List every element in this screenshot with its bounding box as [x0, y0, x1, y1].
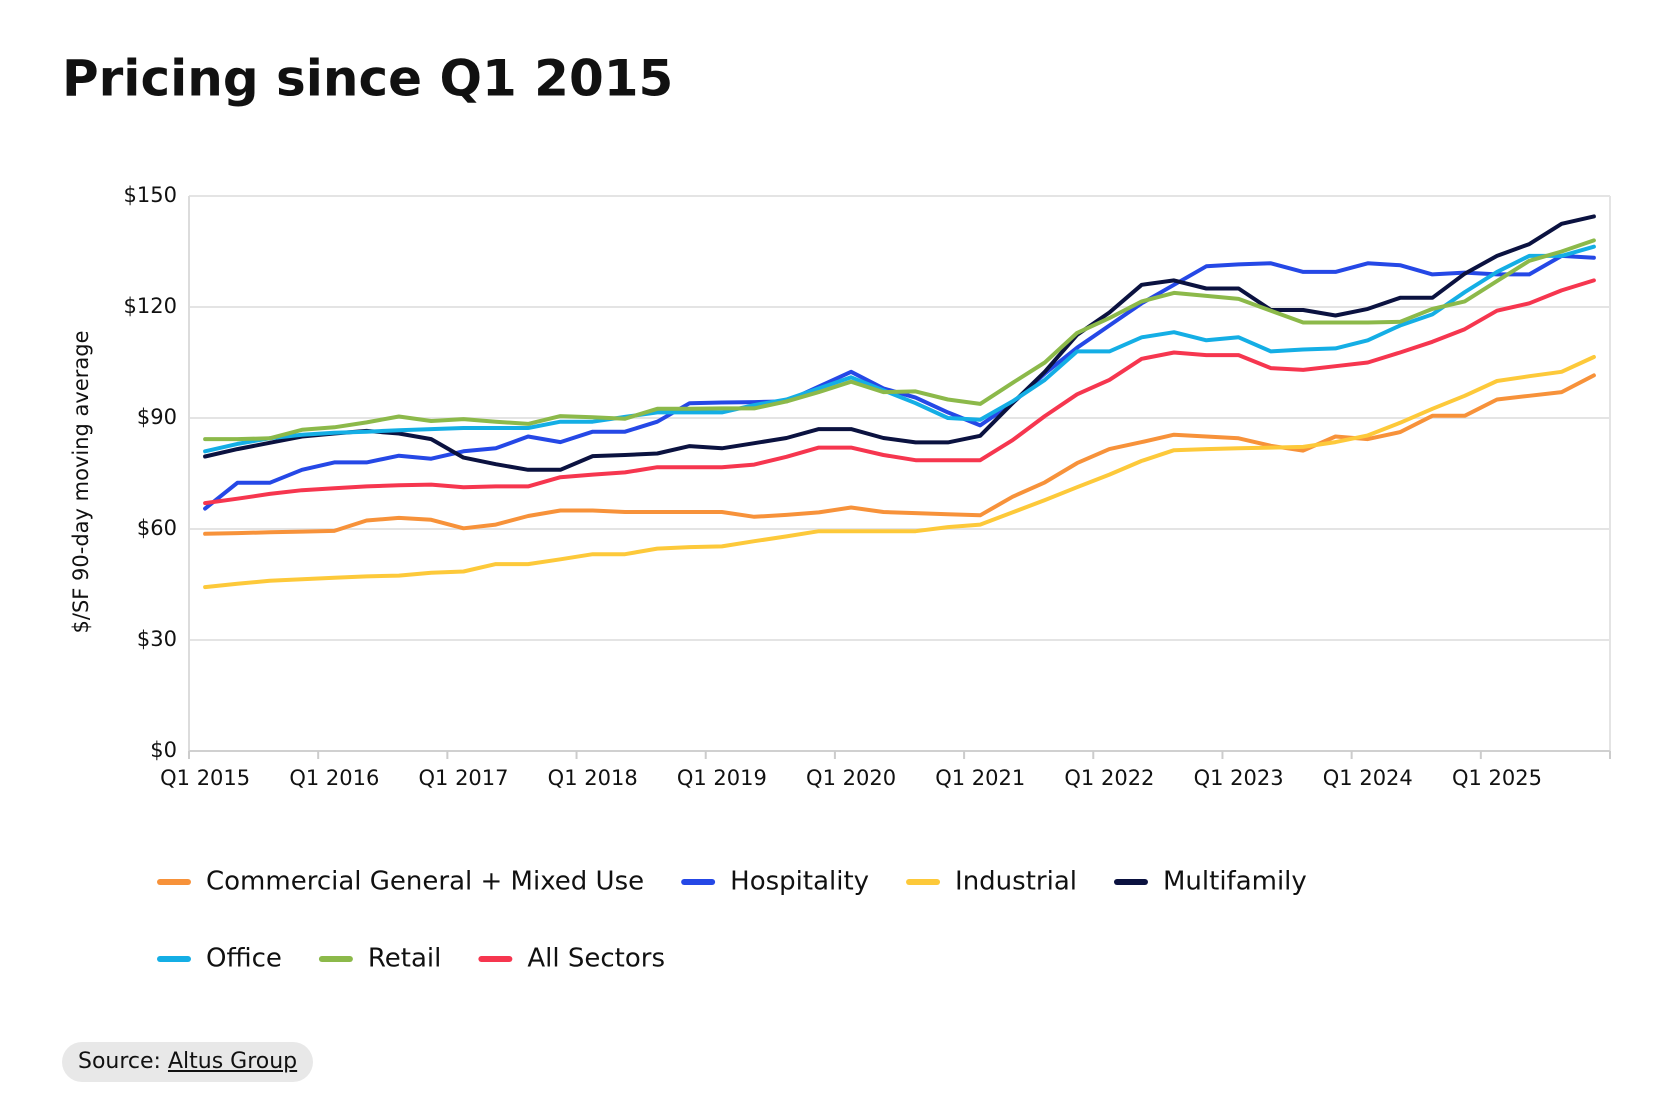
series-line [203, 253, 1596, 511]
y-tick-label: $90 [137, 405, 177, 429]
y-tick-label: $0 [150, 738, 177, 762]
legend-label: Multifamily [1163, 867, 1307, 897]
x-tick-label: Q1 2016 [289, 766, 379, 790]
series-line [203, 355, 1596, 590]
source-note: Source: Altus Group [62, 1042, 314, 1082]
x-tick-label: Q1 2015 [160, 766, 250, 790]
legend-label: Office [206, 944, 282, 974]
series-line [203, 373, 1596, 536]
y-tick-label: $30 [137, 627, 177, 651]
legend-label: Retail [368, 944, 441, 974]
y-axis-title: $/SF 90-day moving average [69, 331, 93, 634]
y-tick-label: $120 [124, 294, 177, 318]
x-tick-label: Q1 2021 [935, 766, 1025, 790]
x-tick-label: Q1 2023 [1194, 766, 1284, 790]
source-link[interactable]: Altus Group [167, 1049, 298, 1074]
series-line [203, 238, 1596, 442]
x-tick-label: Q1 2022 [1064, 766, 1154, 790]
legend-label: Commercial General + Mixed Use [206, 867, 644, 897]
legend-label: All Sectors [527, 944, 665, 974]
chart-title: Pricing since Q1 2015 [62, 50, 673, 108]
x-tick-label: Q1 2024 [1323, 766, 1413, 790]
series-line [203, 214, 1596, 472]
x-tick-label: Q1 2020 [806, 766, 896, 790]
y-tick-label: $150 [124, 183, 177, 207]
y-tick-label: $60 [137, 516, 177, 540]
x-tick-label: Q1 2017 [419, 766, 509, 790]
x-tick-label: Q1 2018 [548, 766, 638, 790]
legend-label: Industrial [955, 867, 1077, 897]
source-label: Source: [78, 1049, 161, 1074]
x-tick-label: Q1 2019 [677, 766, 767, 790]
series-line [203, 278, 1596, 506]
series-line [203, 244, 1596, 454]
legend-label: Hospitality [730, 867, 869, 897]
x-tick-label: Q1 2025 [1452, 766, 1542, 790]
